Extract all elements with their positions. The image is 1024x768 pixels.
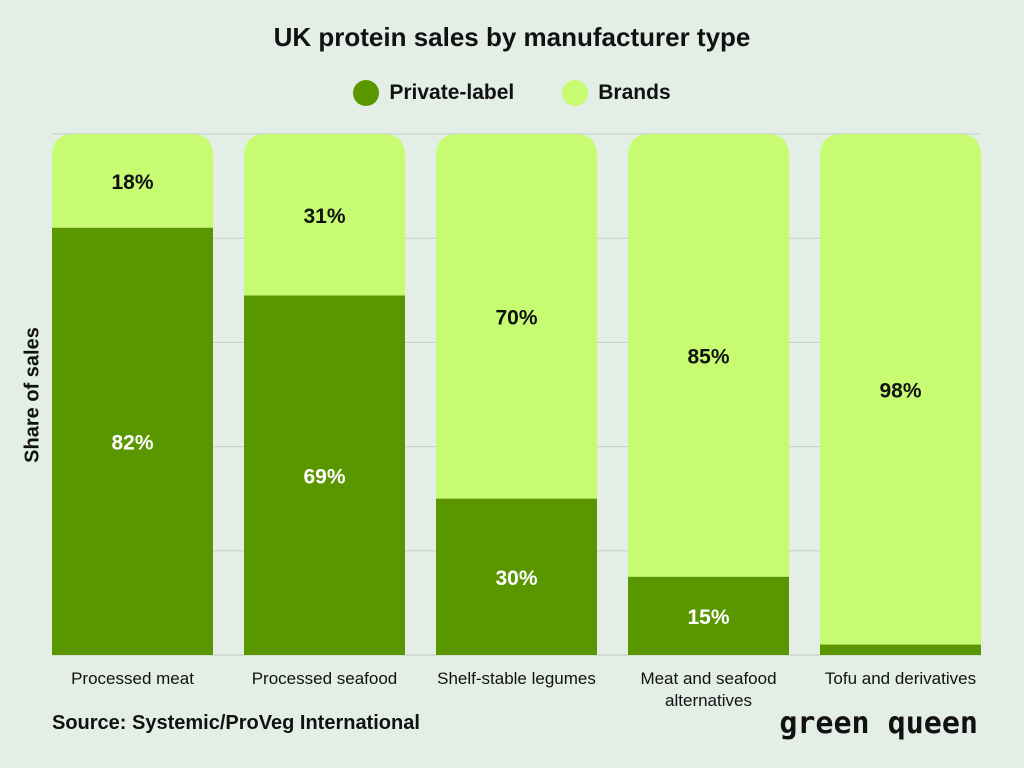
data-label-private-label: 15% <box>687 606 729 629</box>
data-label-brands: 70% <box>495 306 537 329</box>
bar-segment-brands <box>820 134 981 645</box>
green-queen-logo: green queen <box>779 706 978 741</box>
legend-swatch-private-label <box>353 80 380 106</box>
data-label-brands: 85% <box>687 345 729 368</box>
data-label-brands: 31% <box>303 205 345 228</box>
legend-label-private-label: Private-label <box>389 81 515 104</box>
bar-segment-brands <box>628 134 789 577</box>
bar-segment-brands <box>436 134 597 499</box>
legend-item-private-label: Private-label <box>353 80 514 106</box>
data-label-private-label: 82% <box>111 431 153 454</box>
bar-segment-private-label <box>244 295 405 655</box>
source-note: Source: Systemic/ProVeg International <box>52 712 420 734</box>
data-label-private-label: 69% <box>303 465 345 488</box>
x-tick-label: Tofu and derivatives <box>825 669 976 688</box>
x-tick-label: Processed meat <box>71 669 194 688</box>
data-label-private-label: 30% <box>495 567 537 590</box>
bar-segment-private-label <box>52 227 213 655</box>
x-tick-label: Meat and seafood <box>640 669 776 688</box>
x-tick-label: Processed seafood <box>252 669 398 688</box>
bar-segment-brands <box>52 134 213 228</box>
legend-label-brands: Brands <box>598 81 671 104</box>
chart-title: UK protein sales by manufacturer type <box>273 22 751 52</box>
data-label-brands: 98% <box>879 379 921 402</box>
x-tick-label: Shelf-stable legumes <box>437 669 596 688</box>
legend-swatch-brands <box>562 80 589 106</box>
data-label-brands: 18% <box>111 171 153 194</box>
bar-segment-private-label <box>436 498 597 655</box>
bar-segment-private-label <box>820 644 981 655</box>
legend: Private-label Brands <box>0 80 1024 106</box>
bar-segment-private-label <box>628 576 789 655</box>
legend-item-brands: Brands <box>562 80 671 106</box>
bar-segment-brands <box>244 134 405 296</box>
x-tick-label: alternatives <box>665 691 752 710</box>
